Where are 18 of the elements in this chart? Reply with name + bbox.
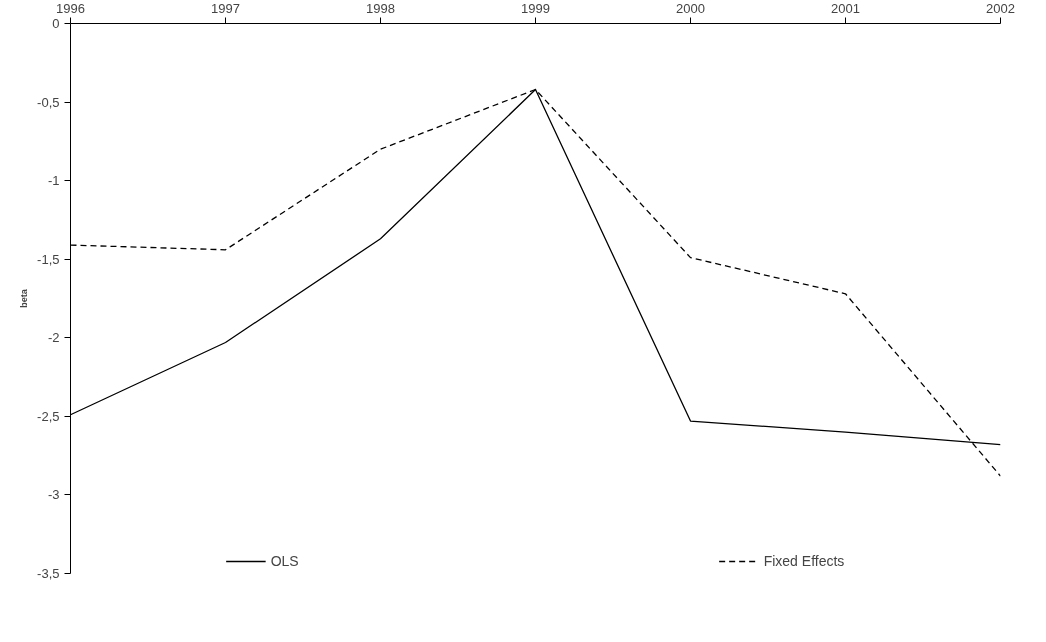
- y-tick-label: 0: [52, 16, 60, 31]
- y-tick-label: -3: [47, 487, 60, 503]
- y-tick-label: -3,5: [37, 566, 60, 581]
- x-tick-label: 1996: [56, 0, 85, 16]
- x-tick-label: 1999: [521, 0, 550, 16]
- legend-label: OLS: [270, 553, 299, 569]
- legend-label: Fixed Effects: [763, 553, 845, 569]
- x-tick-label: 1998: [366, 0, 395, 16]
- y-tick-label: -1,5: [37, 251, 60, 267]
- y-axis-title: beta: [19, 288, 30, 308]
- x-tick-label: 2002: [986, 0, 1015, 16]
- x-tick-label: 2001: [831, 0, 860, 16]
- y-tick-label: -1: [47, 173, 60, 189]
- x-tick-label: 1997: [211, 0, 240, 16]
- y-tick-label: -2: [47, 330, 60, 346]
- y-tick-label: -2,5: [37, 408, 60, 424]
- x-tick-label: 2000: [676, 0, 705, 16]
- y-tick-label: -0,5: [37, 94, 60, 110]
